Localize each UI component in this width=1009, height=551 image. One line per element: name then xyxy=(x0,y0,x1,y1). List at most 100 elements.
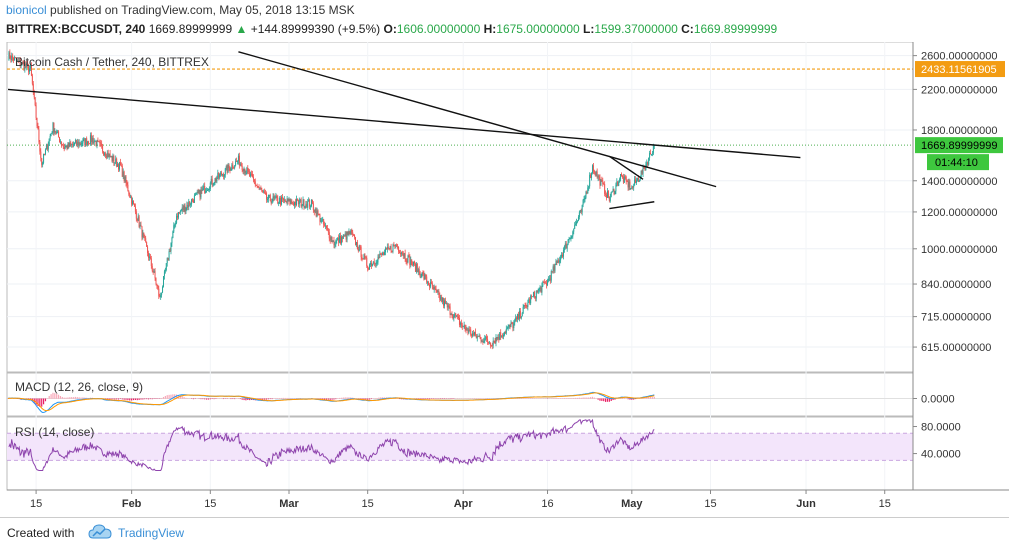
candle-body xyxy=(399,251,400,253)
candle xyxy=(213,183,214,187)
candle-body xyxy=(572,232,573,237)
candle xyxy=(250,172,251,178)
candle-body xyxy=(311,200,312,207)
brand-label: TradingView xyxy=(118,526,184,540)
candle-body xyxy=(64,147,65,150)
candle xyxy=(203,183,204,190)
candle xyxy=(169,249,170,261)
candle xyxy=(263,189,264,193)
candle-body xyxy=(151,258,152,266)
candle xyxy=(126,180,127,188)
candle xyxy=(468,326,469,334)
candle xyxy=(521,316,522,320)
candle xyxy=(141,222,142,227)
candle xyxy=(407,258,408,265)
tradingview-brand[interactable]: TradingView xyxy=(88,523,112,544)
candle-body xyxy=(411,260,412,265)
candle xyxy=(90,132,91,145)
candle xyxy=(307,199,308,210)
macd-histogram-bar xyxy=(627,399,628,400)
candle-body xyxy=(425,275,426,277)
candle xyxy=(134,203,135,207)
candle-body xyxy=(442,298,443,302)
candle-body xyxy=(386,248,387,249)
candle-body xyxy=(246,168,247,173)
candle-body xyxy=(72,144,73,145)
candle-body xyxy=(342,237,343,239)
candle xyxy=(216,176,217,184)
candle xyxy=(325,223,326,229)
candle-body xyxy=(526,305,527,306)
author-name[interactable]: bionicol xyxy=(6,3,47,17)
candle-body xyxy=(539,289,540,291)
candle-body xyxy=(229,165,230,168)
candle xyxy=(506,325,507,334)
macd-histogram-bar xyxy=(133,399,134,401)
macd-histogram-bar xyxy=(568,398,569,399)
candle-body xyxy=(495,341,496,343)
candle-body xyxy=(110,154,111,157)
candle-body xyxy=(267,199,268,200)
candle-body xyxy=(130,197,131,198)
candle xyxy=(514,319,515,326)
candle xyxy=(188,199,189,210)
candle xyxy=(131,196,132,207)
candle-body xyxy=(107,153,108,158)
candle-body xyxy=(541,286,542,293)
candle-body xyxy=(436,290,437,292)
macd-histogram-bar xyxy=(343,398,344,399)
candle xyxy=(402,251,403,256)
candle-body xyxy=(215,178,216,181)
candle xyxy=(366,255,367,268)
candle-body xyxy=(523,307,524,313)
candle-body xyxy=(557,260,558,262)
candle-body xyxy=(262,191,263,192)
candle-body xyxy=(296,199,297,205)
candle xyxy=(491,345,492,347)
candle xyxy=(430,279,431,289)
candle xyxy=(495,338,496,344)
candle xyxy=(146,241,147,247)
macd-histogram-bar xyxy=(285,398,286,399)
candle-body xyxy=(420,272,421,277)
candle xyxy=(499,332,500,340)
candle xyxy=(389,248,390,251)
candle xyxy=(651,154,652,156)
candle xyxy=(80,142,81,145)
candle xyxy=(109,153,110,159)
candle-body xyxy=(620,174,621,179)
macd-histogram-bar xyxy=(110,399,111,400)
candle xyxy=(12,53,13,61)
candle xyxy=(270,194,271,202)
candle-body xyxy=(413,261,414,264)
candle-body xyxy=(207,190,208,191)
candle-body xyxy=(365,257,366,258)
candle xyxy=(351,229,352,235)
candle xyxy=(648,158,649,166)
candle-body xyxy=(416,264,417,272)
candle xyxy=(618,180,619,186)
candle xyxy=(100,140,101,147)
candle xyxy=(314,210,315,216)
candle-body xyxy=(229,168,230,171)
candle-body xyxy=(79,142,80,145)
candle-body xyxy=(465,325,466,328)
candle xyxy=(140,222,141,229)
candle xyxy=(309,199,310,210)
macd-histogram-bar xyxy=(125,399,126,400)
candle xyxy=(205,188,206,193)
candle xyxy=(412,261,413,266)
candle-body xyxy=(157,286,158,289)
macd-histogram-bar xyxy=(605,399,606,402)
chart-area[interactable]: 2600.000000002200.000000001800.000000001… xyxy=(0,42,1009,517)
symbol-label[interactable]: BITTREX:BCCUSDT, 240 xyxy=(6,22,145,36)
candle-body xyxy=(410,260,411,266)
candle-body xyxy=(451,314,452,315)
candle-body xyxy=(41,158,42,165)
macd-histogram-bar xyxy=(650,397,651,399)
candle-body xyxy=(481,337,482,341)
candle-body xyxy=(348,232,349,235)
candle xyxy=(458,314,459,320)
candle xyxy=(512,322,513,331)
candle xyxy=(129,193,130,198)
